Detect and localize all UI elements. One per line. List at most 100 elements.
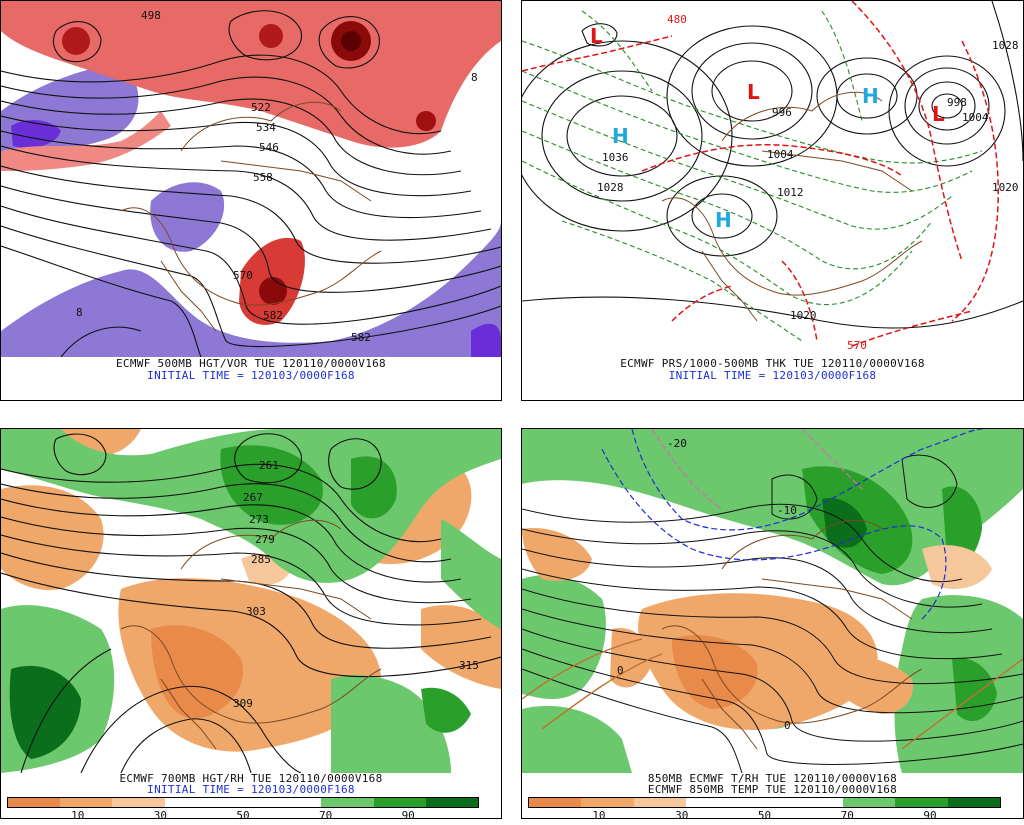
- isobar-label: 1004: [767, 148, 794, 161]
- contour-label: 582: [263, 309, 283, 322]
- dry-region-west: [1, 485, 104, 590]
- high-marker: H: [862, 84, 879, 108]
- swatch: [112, 798, 165, 807]
- isobars: [522, 1, 1023, 329]
- height-contours-700: [1, 433, 501, 773]
- high-marker: H: [612, 124, 629, 148]
- swatch: [790, 798, 843, 807]
- colorbar-tick: 30: [153, 809, 168, 822]
- swatch: [895, 798, 948, 807]
- swatch: [529, 798, 582, 807]
- colorbar-swatches: [7, 797, 479, 808]
- panel-850mb-t-rh: -20 -10 0 0 850MB ECMWF T/RH TUE 120110/…: [521, 428, 1024, 822]
- colorbar-tick: 70: [840, 809, 854, 822]
- isobar-label: 1020: [992, 181, 1019, 194]
- height-contours-500: [1, 10, 501, 357]
- swatch: [164, 798, 217, 807]
- vort-max-west: [62, 27, 90, 55]
- moist-region-west-850: [522, 575, 606, 699]
- colorbar-tick: 10: [592, 809, 606, 822]
- vort-max-trough: [259, 277, 287, 305]
- isotherm-neg10: [601, 448, 947, 620]
- swatch: [8, 798, 61, 807]
- colorbar-swatches: [528, 797, 1001, 808]
- isobar-label: 1036: [602, 151, 629, 164]
- panel-prs-thickness: L L L H H H 480 996 1004 1012 1028 1036 …: [521, 0, 1024, 401]
- contour-label: 273: [249, 513, 269, 526]
- thickness-warm: [522, 1, 999, 347]
- isotherm-warm: [522, 638, 1023, 750]
- swatch: [685, 798, 739, 807]
- thickness-label: 480: [667, 13, 687, 26]
- contour-label: 558: [253, 171, 273, 184]
- isobar-label: 996: [772, 106, 792, 119]
- contour-label: 309: [233, 697, 253, 710]
- low-marker: L: [747, 80, 760, 104]
- swatch: [738, 798, 791, 807]
- low-marker: L: [590, 24, 603, 48]
- colorbar-tick: 50: [236, 809, 250, 822]
- isobar-label: 1028: [597, 181, 624, 194]
- high-marker: H: [715, 208, 732, 232]
- rh-colorbar: 10 30 50 70 90: [1, 795, 501, 825]
- caption-line1: ECMWF 500MB HGT/VOR TUE 120110/0000V168: [116, 357, 386, 370]
- panel-700mb-hgt-rh: 261 267 273 279 285 303 309 315 ECMWF 70…: [0, 428, 502, 822]
- contour-label: 546: [259, 141, 279, 154]
- isobar-label: 998: [947, 96, 967, 109]
- caption-line2: INITIAL TIME = 120103/0000F168: [668, 369, 877, 382]
- swatch: [581, 798, 634, 807]
- pressure-labels: 480 996 1004 1012 1028 1036 1020 1020 10…: [597, 13, 1019, 352]
- coastlines-850: [661, 519, 923, 750]
- contour-label: 582: [351, 331, 371, 344]
- contour-label: 0: [617, 664, 624, 677]
- low-marker: L: [932, 102, 945, 126]
- swatch: [373, 798, 426, 807]
- contour-labels-500: 498 522 534 546 558 570 582 582 8 8: [76, 9, 478, 344]
- contour-label: 303: [246, 605, 266, 618]
- contour-label: 570: [233, 269, 253, 282]
- contour-label: 267: [243, 491, 263, 504]
- caption-line2: INITIAL TIME = 120103/0000F168: [147, 783, 355, 796]
- contour-label: 315: [459, 659, 479, 672]
- colorbar-tick: 50: [757, 809, 772, 822]
- caption-line1: ECMWF PRS/1000-500MB THK TUE 120110/0000…: [620, 357, 925, 370]
- map-500mb: 498 522 534 546 558 570 582 582 8 8: [1, 1, 501, 357]
- swatch: [216, 798, 270, 807]
- colorbar-ticks: 10 30 50 70 90: [528, 809, 1001, 822]
- coastlines-prs: [661, 91, 923, 322]
- contour-label: 498: [141, 9, 161, 22]
- panel-500mb-hgt-vor: 498 522 534 546 558 570 582 582 8 8 ECMW…: [0, 0, 502, 401]
- pressure-centers: L L L H H H: [590, 24, 945, 232]
- coastlines-500: [120, 101, 382, 332]
- contour-label: 522: [251, 101, 271, 114]
- isotherm-neg20: [631, 429, 983, 531]
- map-prs-thk: L L L H H H 480 996 1004 1012 1028 1036 …: [522, 1, 1023, 357]
- neg-vort-south: [1, 221, 501, 357]
- map-850mb: -20 -10 0 0: [522, 429, 1023, 773]
- isotherm-zero: [651, 429, 863, 510]
- thickness-label: 570: [847, 339, 867, 352]
- colorbar-tick: 10: [71, 809, 85, 822]
- contour-labels-700: 261 267 273 279 285 303 309 315: [233, 459, 479, 710]
- caption-line1: 850MB ECMWF T/RH TUE 120110/0000V168: [647, 772, 898, 785]
- pos-vort-north: [1, 1, 501, 148]
- contour-label: 534: [256, 121, 276, 134]
- vort-max-north: [259, 24, 283, 48]
- contour-label: 261: [259, 459, 279, 472]
- swatch: [60, 798, 113, 807]
- contour-labels-850: -20 -10 0 0: [617, 437, 797, 732]
- contour-label: 285: [251, 553, 271, 566]
- contour-label: -20: [667, 437, 687, 450]
- contour-label: -10: [777, 504, 797, 517]
- contour-label: 8: [76, 306, 83, 319]
- map-700mb: 261 267 273 279 285 303 309 315: [1, 429, 501, 773]
- isobar-label: 1020: [790, 309, 817, 322]
- neg-vort-central: [150, 182, 225, 252]
- rh-colorbar: 10 30 50 70 90: [522, 795, 1023, 825]
- isobar-label: 1028: [992, 39, 1019, 52]
- colorbar-ticks: 10 30 50 70 90: [7, 809, 479, 822]
- contour-label: 0: [784, 719, 791, 732]
- colorbar-tick: 90: [923, 809, 937, 822]
- caption-line2: ECMWF 850MB TEMP TUE 120110/0000V168: [647, 783, 898, 796]
- colorbar-tick: 90: [401, 809, 415, 822]
